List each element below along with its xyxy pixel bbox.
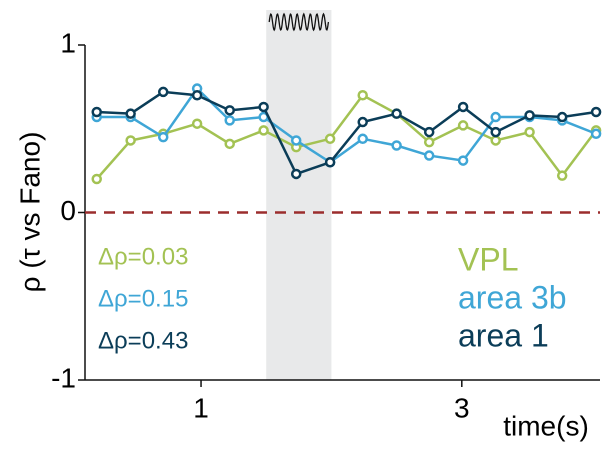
x-axis-label: time(s): [503, 410, 589, 441]
stimulus-icon: [268, 12, 330, 32]
legend-label: area 1: [458, 317, 549, 353]
point: [457, 120, 469, 131]
x-tick-label: 1: [193, 392, 209, 423]
point: [91, 106, 102, 118]
point: [91, 173, 102, 185]
point: [258, 125, 269, 136]
point: [258, 101, 269, 113]
annotation: Δρ=0.15: [98, 285, 188, 312]
y-tick-label: -1: [51, 362, 76, 393]
annotation: Δρ=0.03: [98, 243, 188, 270]
point: [324, 133, 336, 145]
point: [423, 126, 435, 138]
point: [290, 135, 302, 146]
point: [490, 126, 501, 138]
legend-label: VPL: [458, 241, 518, 277]
point: [590, 106, 602, 118]
series-line: [96, 90, 597, 176]
y-tick-label: 0: [60, 195, 76, 226]
point: [423, 150, 435, 161]
point: [391, 140, 402, 151]
point: [290, 168, 302, 180]
point: [357, 90, 368, 101]
point: [357, 116, 368, 128]
stimulus-window: [266, 10, 332, 380]
point: [590, 128, 602, 140]
point: [391, 108, 402, 119]
legend-label: area 3b: [458, 279, 567, 315]
point: [125, 135, 136, 146]
point: [157, 131, 169, 143]
point: [524, 110, 535, 121]
point: [324, 157, 336, 168]
point: [457, 155, 469, 166]
point: [224, 105, 235, 116]
point: [457, 101, 469, 113]
y-tick-label: 1: [60, 27, 76, 58]
point: [423, 136, 435, 148]
point: [224, 138, 235, 150]
x-tick-label: 3: [454, 392, 470, 423]
point: [490, 111, 501, 123]
point: [157, 86, 169, 98]
point: [191, 118, 203, 129]
series-line: [95, 93, 598, 180]
point: [556, 111, 568, 123]
series-line: [96, 86, 597, 164]
point: [224, 115, 235, 126]
y-axis-label: ρ (τ vs Fano): [14, 132, 45, 293]
point: [357, 133, 368, 145]
point: [490, 135, 501, 146]
annotation: Δρ=0.43: [98, 327, 188, 354]
point: [125, 108, 136, 119]
point: [556, 170, 568, 181]
point: [191, 90, 203, 101]
point: [524, 126, 535, 138]
